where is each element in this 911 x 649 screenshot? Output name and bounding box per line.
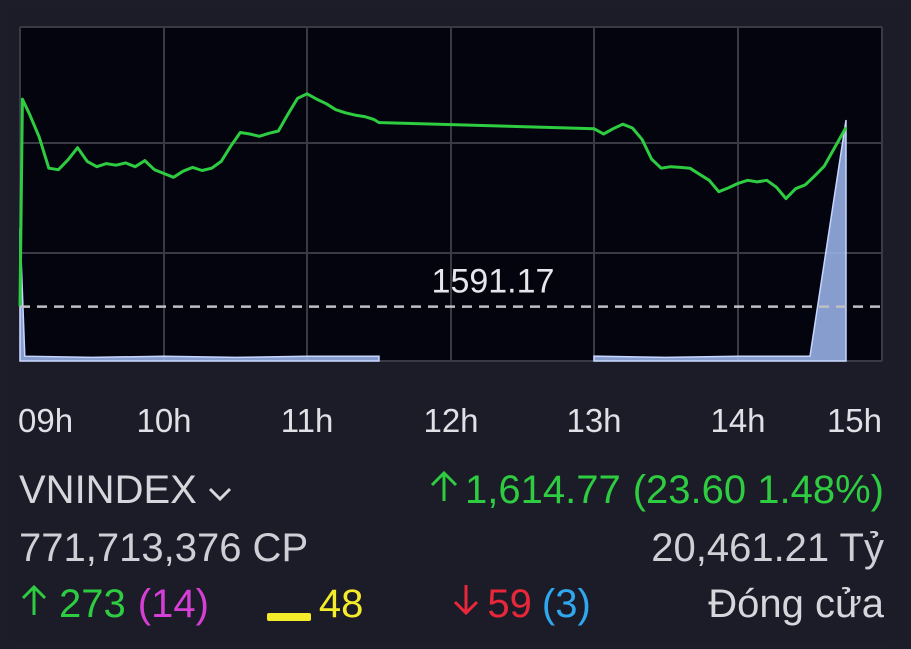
arrow-up-icon [19, 582, 49, 627]
volume-segment [19, 228, 380, 362]
chevron-down-icon [207, 468, 233, 513]
index-value: 1,614.77 [465, 468, 621, 512]
arrow-up-icon [427, 468, 461, 513]
reference-line: 1591.17 [20, 263, 882, 308]
index-summary-row: VNINDEX 1,614.77 (23.60 1.48%) [19, 468, 884, 513]
breadth-row: 273 (14) 48 59 (3) Đóng cửa [19, 582, 884, 627]
x-tick-label: 10h [136, 402, 191, 439]
arrow-down-icon [451, 582, 481, 627]
x-axis-ticks: 09h 10h 11h 12h 13h 14h 15h [18, 402, 882, 439]
volume-row: 771,713,376 CP 20,461.21 Tỷ [19, 526, 884, 571]
x-tick-label: 11h [281, 402, 334, 439]
intraday-chart: 1591.17 09h 10h 11h 12h 13h 14h 15h [18, 26, 883, 439]
index-selector[interactable]: VNINDEX [19, 468, 233, 513]
index-name: VNINDEX [19, 468, 197, 512]
unchanged-count: 48 [318, 582, 364, 626]
price-series-line [18, 92, 848, 307]
reference-label: 1591.17 [432, 263, 555, 301]
index-change: (23.60 1.48%) [632, 468, 884, 512]
x-tick-label: 13h [566, 402, 621, 439]
floor-count: (3) [541, 582, 591, 626]
grid [19, 26, 883, 362]
x-tick-label: 15h [827, 402, 882, 439]
unchanged-dash-icon [266, 612, 311, 621]
x-tick-label: 14h [710, 402, 765, 439]
x-tick-label: 09h [18, 402, 73, 439]
x-tick-label: 12h [423, 402, 478, 439]
index-value-group: 1,614.77 (23.60 1.48%) [427, 468, 884, 513]
market-status: Đóng cửa [708, 582, 884, 626]
down-count: 59 [487, 582, 532, 626]
volume-segment [593, 119, 847, 362]
volume-area [19, 119, 847, 362]
price-line [18, 92, 848, 307]
ceiling-count: (14) [137, 582, 209, 626]
volume-value: 771,713,376 CP [19, 526, 309, 570]
up-count: 273 [59, 582, 126, 626]
turnover-value: 20,461.21 Tỷ [651, 526, 884, 570]
